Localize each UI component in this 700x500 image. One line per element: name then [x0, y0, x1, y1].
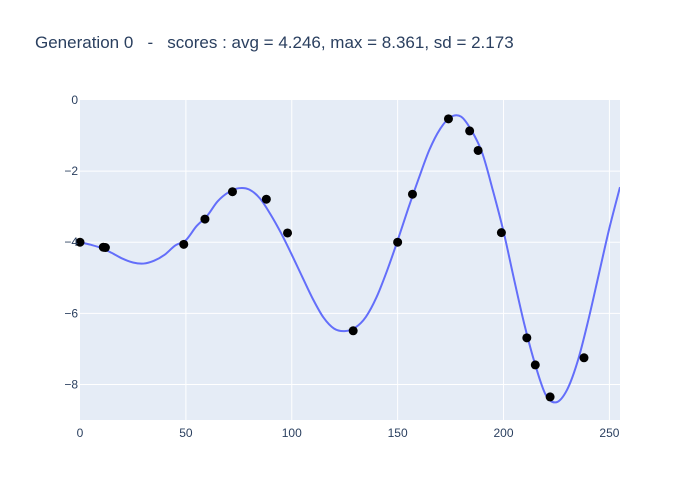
y-tick-label: −4 [64, 235, 78, 249]
x-tick-label: 0 [77, 426, 84, 440]
data-point [227, 187, 237, 197]
y-tick-label: −6 [64, 306, 78, 320]
chart-title: Generation 0 - scores : avg = 4.246, max… [35, 33, 514, 52]
y-tick-label: −2 [64, 164, 78, 178]
data-point [545, 392, 555, 402]
data-point [522, 333, 532, 343]
data-point [465, 126, 475, 136]
data-point [530, 360, 540, 370]
data-point [348, 326, 358, 336]
data-point [75, 237, 85, 247]
y-tick-label: −8 [64, 377, 78, 391]
data-point [407, 189, 417, 199]
data-point [473, 145, 483, 155]
y-axis-ticks: 0 −2 −4 −6 −8 [64, 93, 78, 391]
data-point [496, 228, 506, 238]
x-axis-ticks: 0 50 100 150 200 250 [77, 426, 620, 440]
plot-area [80, 100, 620, 420]
data-point [179, 239, 189, 249]
points-layer [75, 114, 589, 402]
data-point [393, 237, 403, 247]
data-point [443, 114, 453, 124]
data-point [283, 228, 293, 238]
x-tick-label: 250 [599, 426, 619, 440]
data-point [579, 353, 589, 363]
x-tick-label: 200 [494, 426, 514, 440]
gridlines [80, 100, 620, 420]
data-point [100, 243, 110, 253]
x-tick-label: 50 [179, 426, 193, 440]
data-point [261, 194, 271, 204]
y-tick-label: 0 [71, 93, 78, 107]
x-tick-label: 150 [388, 426, 408, 440]
x-tick-label: 100 [282, 426, 302, 440]
data-point [200, 214, 210, 224]
